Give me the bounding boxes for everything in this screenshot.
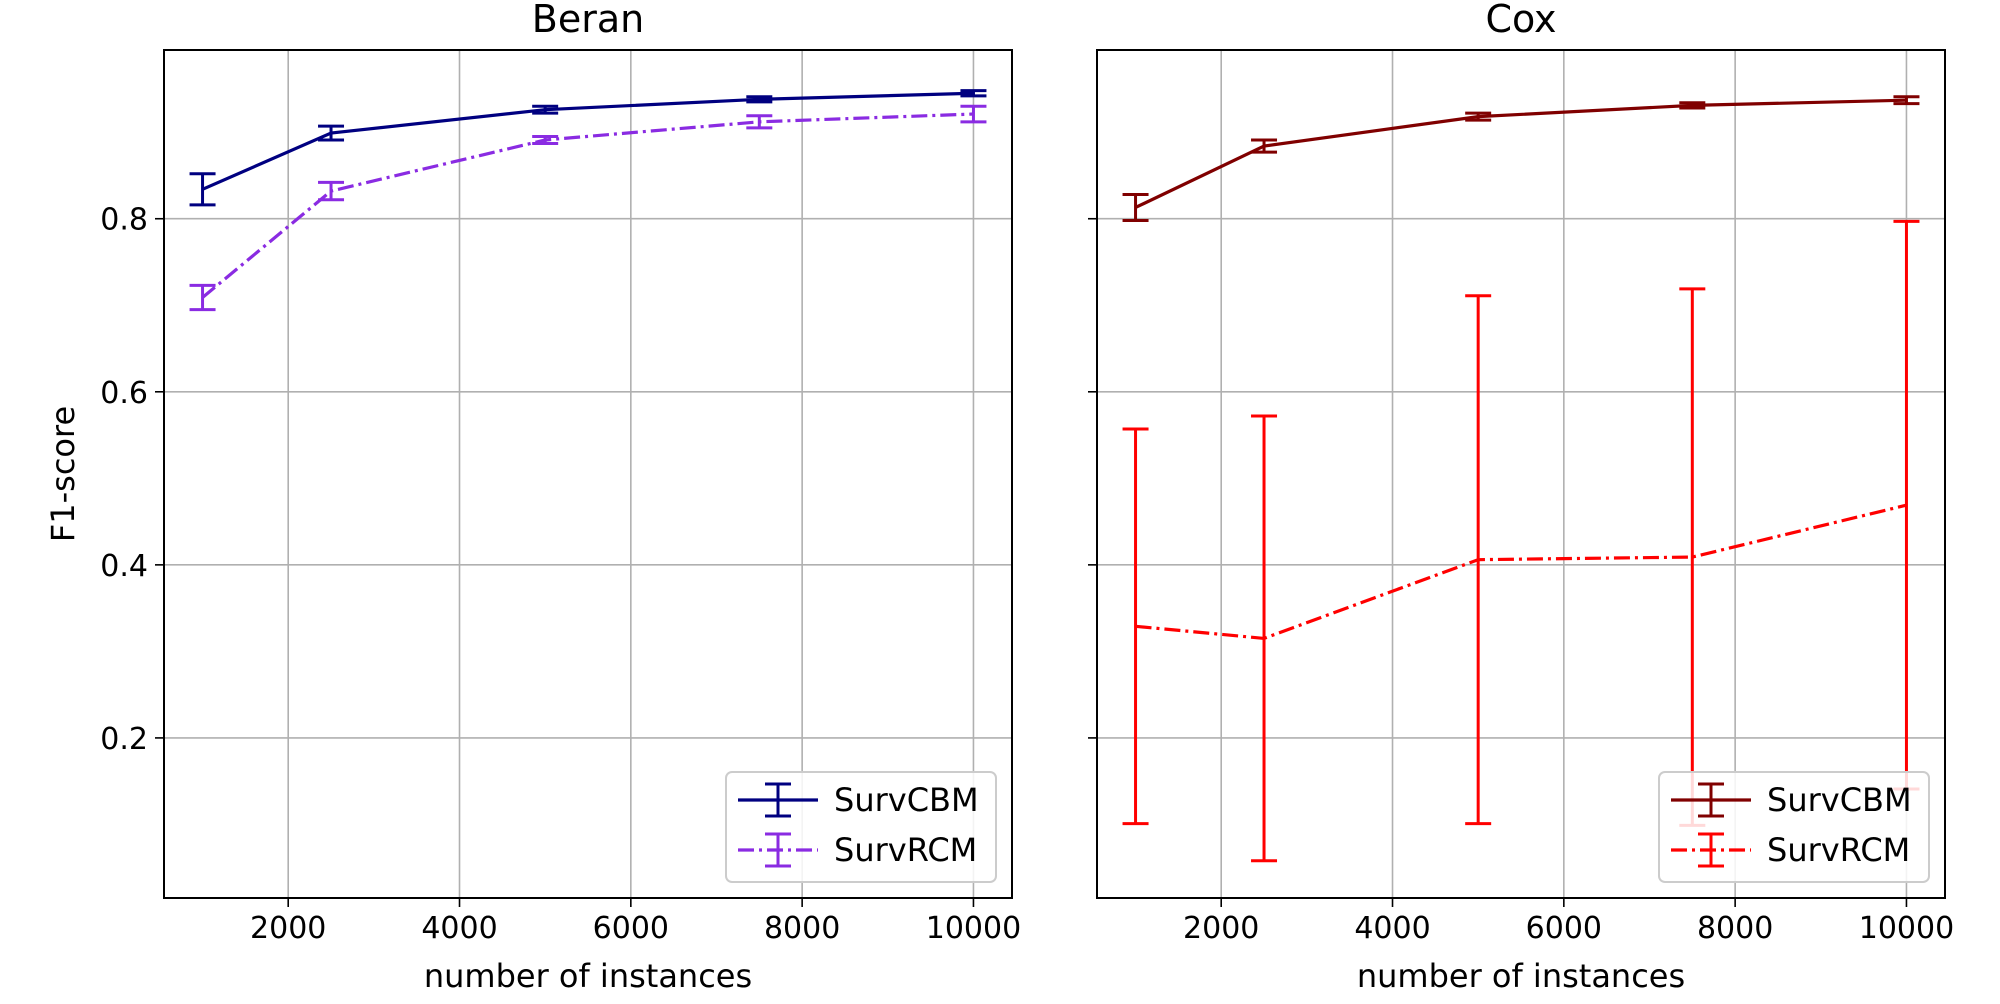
plot-frame xyxy=(163,49,1013,899)
legend-label: SurvCBM xyxy=(834,781,979,819)
x-tick-label: 6000 xyxy=(1526,911,1602,946)
chart-title: Cox xyxy=(1485,0,1556,41)
series-line xyxy=(201,112,974,299)
x-axis-label: number of instances xyxy=(424,957,752,995)
y-tick-label: 0.8 xyxy=(100,203,148,238)
y-tick-label: 0.6 xyxy=(100,376,148,411)
series-line xyxy=(1134,98,1907,209)
x-tick-label: 8000 xyxy=(764,911,840,946)
x-axis-label: number of instances xyxy=(1357,957,1685,995)
x-tick-label: 6000 xyxy=(593,911,669,946)
x-tick-label: 2000 xyxy=(250,911,326,946)
x-tick-label: 2000 xyxy=(1183,911,1259,946)
x-tick-label: 10000 xyxy=(926,911,1021,946)
x-tick-label: 8000 xyxy=(1697,911,1773,946)
chart-panel-cox: 2000 4000 6000 8000 10000 Cox number of instan… xyxy=(1088,0,1954,995)
series-line xyxy=(1135,503,1907,641)
legend: SurvCBM SurvRCM xyxy=(725,771,997,883)
legend-label: SurvRCM xyxy=(834,831,977,869)
y-tick-label: 0.4 xyxy=(100,549,148,584)
chart-panel-beran: 2000 4000 6000 8000 10000 0.2 0.4 0.6 0.8 Beran nu… xyxy=(44,0,1021,995)
x-tick-label: 4000 xyxy=(1354,911,1430,946)
legend: SurvCBM SurvRCM xyxy=(1658,771,1930,883)
plot-frame xyxy=(1096,49,1946,899)
x-tick-label: 10000 xyxy=(1859,911,1954,946)
x-tick-label: 4000 xyxy=(421,911,497,946)
legend-label: SurvRCM xyxy=(1767,831,1910,869)
chart-title: Beran xyxy=(532,0,644,41)
y-axis-label: F1-score xyxy=(44,406,82,542)
y-tick-label: 0.2 xyxy=(100,722,148,757)
legend-label: SurvCBM xyxy=(1767,781,1912,819)
